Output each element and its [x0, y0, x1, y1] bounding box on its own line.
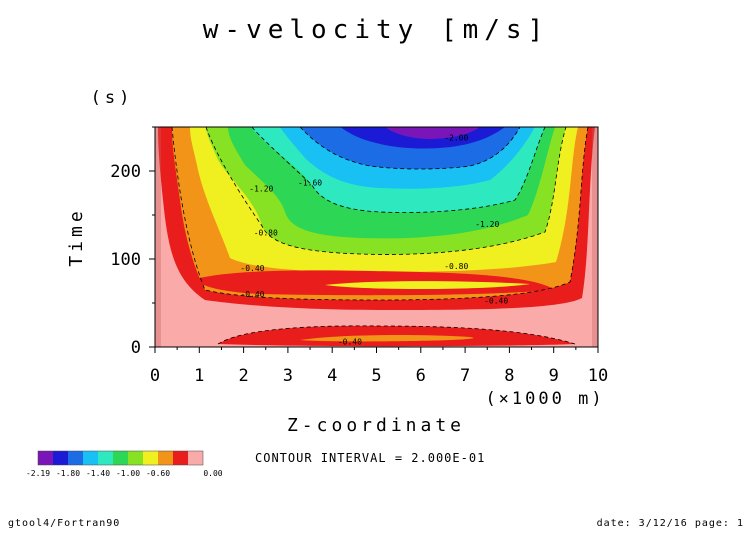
- contour-label: -0.40: [240, 290, 264, 299]
- contour-lines: [171, 127, 589, 345]
- colorbar-swatch: [113, 451, 128, 465]
- footer-right: date: 3/12/16 page: 1: [597, 518, 744, 529]
- x-tick-label: 4: [327, 366, 337, 386]
- footer-left: gtool4/Fortran90: [8, 518, 120, 529]
- colorbar-label: -1.40: [86, 469, 110, 478]
- x-tick-label: 9: [549, 366, 559, 386]
- colorbar-swatch: [173, 451, 188, 465]
- contour-label: -0.80: [444, 262, 468, 271]
- contour-label: -1.20: [475, 220, 499, 229]
- colorbar-swatch: [158, 451, 173, 465]
- colorbar-swatch: [68, 451, 83, 465]
- x-tick-label: 2: [238, 366, 248, 386]
- contour-label: -0.40: [484, 296, 508, 305]
- colorbar: [37, 450, 204, 466]
- x-tick-label: 1: [194, 366, 204, 386]
- y-axis-label: Time: [66, 207, 87, 266]
- colorbar-swatch: [83, 451, 98, 465]
- contour-label: -0.40: [338, 338, 362, 347]
- x-axis-label: Z-coordinate: [287, 415, 465, 436]
- x-tick-label: 0: [150, 366, 160, 386]
- colorbar-label: -1.00: [116, 469, 140, 478]
- contour-label: -1.60: [298, 178, 322, 187]
- x-tick-label: 6: [416, 366, 426, 386]
- contour-label: -0.40: [240, 264, 264, 273]
- chart-title: w-velocity [m/s]: [203, 15, 549, 45]
- band-purple: [385, 127, 480, 139]
- colorbar-swatch: [188, 451, 203, 465]
- x-tick-label: 8: [504, 366, 514, 386]
- band-orange-bottom: [300, 335, 474, 342]
- colorbar-swatch: [98, 451, 113, 465]
- colorbar-label: 0.00: [203, 469, 222, 478]
- colorbar-label: -0.60: [146, 469, 170, 478]
- contour-label: -2.00: [444, 134, 468, 143]
- hatch-edges: [155, 127, 598, 347]
- colorbar-swatch: [38, 451, 53, 465]
- y-unit-label: (s): [91, 88, 134, 108]
- x-tick-label: 3: [283, 366, 293, 386]
- x-tick-label: 5: [371, 366, 381, 386]
- x-unit-label: (×1000 m): [485, 389, 604, 409]
- contour-interval: CONTOUR INTERVAL = 2.000E-01: [255, 451, 485, 465]
- colorbar-swatch: [128, 451, 143, 465]
- colorbar-frame: [37, 450, 204, 466]
- x-tick-label: 10: [588, 366, 608, 386]
- x-tick-label: 7: [460, 366, 470, 386]
- contour-labels: -2.00 -1.60 -1.20 -1.20 -0.80 -0.80 -0.40 -0.40…: [240, 134, 508, 347]
- colorbar-swatch: [53, 451, 68, 465]
- colorbar-label: -1.80: [56, 469, 80, 478]
- plot-area: [155, 127, 598, 347]
- y-tick-label: 100: [110, 250, 141, 270]
- y-tick-label: 0: [131, 338, 141, 358]
- colorbar-labels: -2.19 -1.80 -1.40 -1.00 -0.60 0.00: [26, 469, 223, 478]
- trough-yellow: [325, 281, 530, 290]
- colorbar-label: -2.19: [26, 469, 50, 478]
- y-tick-label: 200: [110, 162, 141, 182]
- x-axis-ticks: 0 1 2 3 4 5 6 7 8 9 10: [150, 347, 608, 386]
- contour-label: -0.80: [254, 229, 278, 238]
- contour-label: -1.20: [249, 185, 273, 194]
- colorbar-swatch: [143, 451, 158, 465]
- y-axis-ticks: 0 100 200: [110, 126, 155, 358]
